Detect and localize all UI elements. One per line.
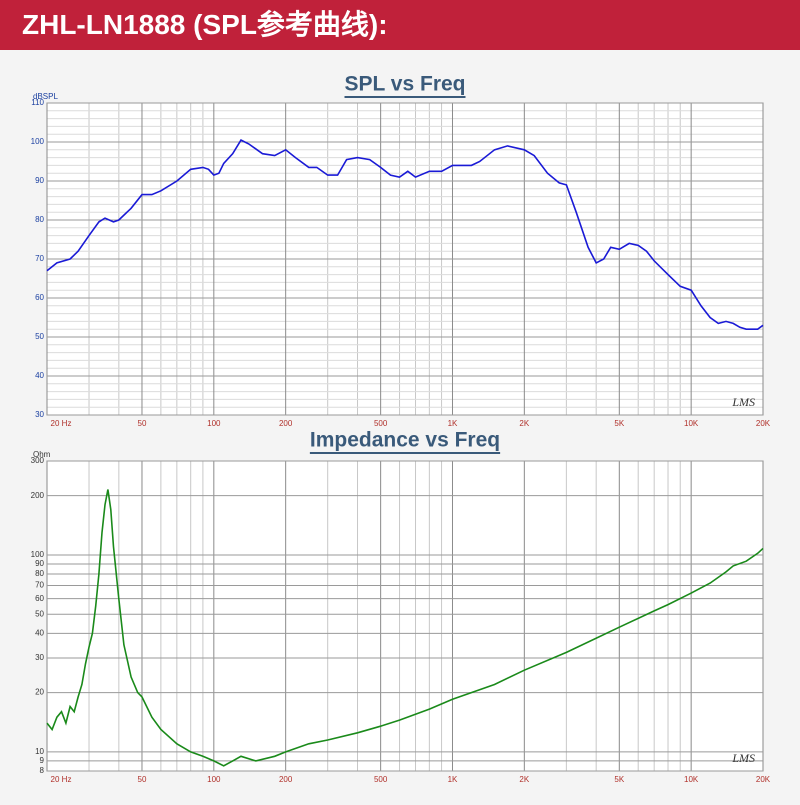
y-tick-label: 70 [35,254,44,263]
y-tick-label: 60 [35,293,44,302]
y-tick-label: 90 [35,176,44,185]
x-tick-label: 100 [207,419,221,428]
x-tick-label: 10K [684,775,699,784]
y-tick-label: 20 [35,688,44,697]
y-tick-label: 50 [35,609,44,618]
chart-title: Impedance vs Freq [310,429,500,452]
line-series [46,489,764,767]
x-tick-label: 20K [756,419,771,428]
plot-area [46,460,764,772]
x-tick-label: 2K [519,775,529,784]
x-tick-label: 2K [519,419,529,428]
y-tick-label: 100 [31,137,45,146]
y-tick-label: 40 [35,371,44,380]
y-tick-label: 30 [35,653,44,662]
watermark: LMS [731,751,755,765]
y-tick-label: 200 [31,491,45,500]
y-tick-label: 80 [35,569,44,578]
y-tick-label: 8 [40,766,45,775]
y-tick-label: 80 [35,215,44,224]
y-axis-label: Ohm [33,450,51,459]
x-tick-label: 50 [138,775,147,784]
x-tick-label: 500 [374,775,388,784]
y-tick-label: 10 [35,747,44,756]
y-tick-label: 110 [31,98,44,107]
y-tick-label: 30 [35,410,44,419]
y-axis-label: dBSPL [33,92,58,101]
line-series [46,139,764,330]
y-tick-label: 9 [40,756,45,765]
x-tick-label: 50 [138,419,147,428]
y-tick-label: 90 [35,559,44,568]
y-tick-label: 60 [35,594,44,603]
x-tick-label: 20 Hz [51,419,72,428]
x-tick-label: 1K [448,419,458,428]
x-tick-label: 5K [614,419,624,428]
x-tick-label: 10K [684,419,699,428]
y-tick-label: 50 [35,332,44,341]
y-tick-label: 300 [31,456,45,465]
charts: SPL vs Freq 20 Hz 50 100 200 500 1K 2K 5K 10K 20K 3… [31,73,771,785]
y-tick-label: 70 [35,581,44,590]
chart-title: SPL vs Freq [345,73,466,96]
x-tick-label: 20K [756,775,771,784]
watermark: LMS [731,395,755,409]
y-tick-label: 100 [31,550,45,559]
y-tick-label: 40 [35,628,44,637]
x-tick-label: 1K [448,775,458,784]
x-tick-label: 5K [614,775,624,784]
x-tick-label: 200 [279,775,293,784]
x-tick-label: 500 [374,419,388,428]
header-title: ZHL-LN1888 (SPL参考曲线): [0,0,800,50]
x-tick-label: 200 [279,419,293,428]
x-tick-label: 20 Hz [51,775,72,784]
x-tick-label: 100 [207,775,221,784]
